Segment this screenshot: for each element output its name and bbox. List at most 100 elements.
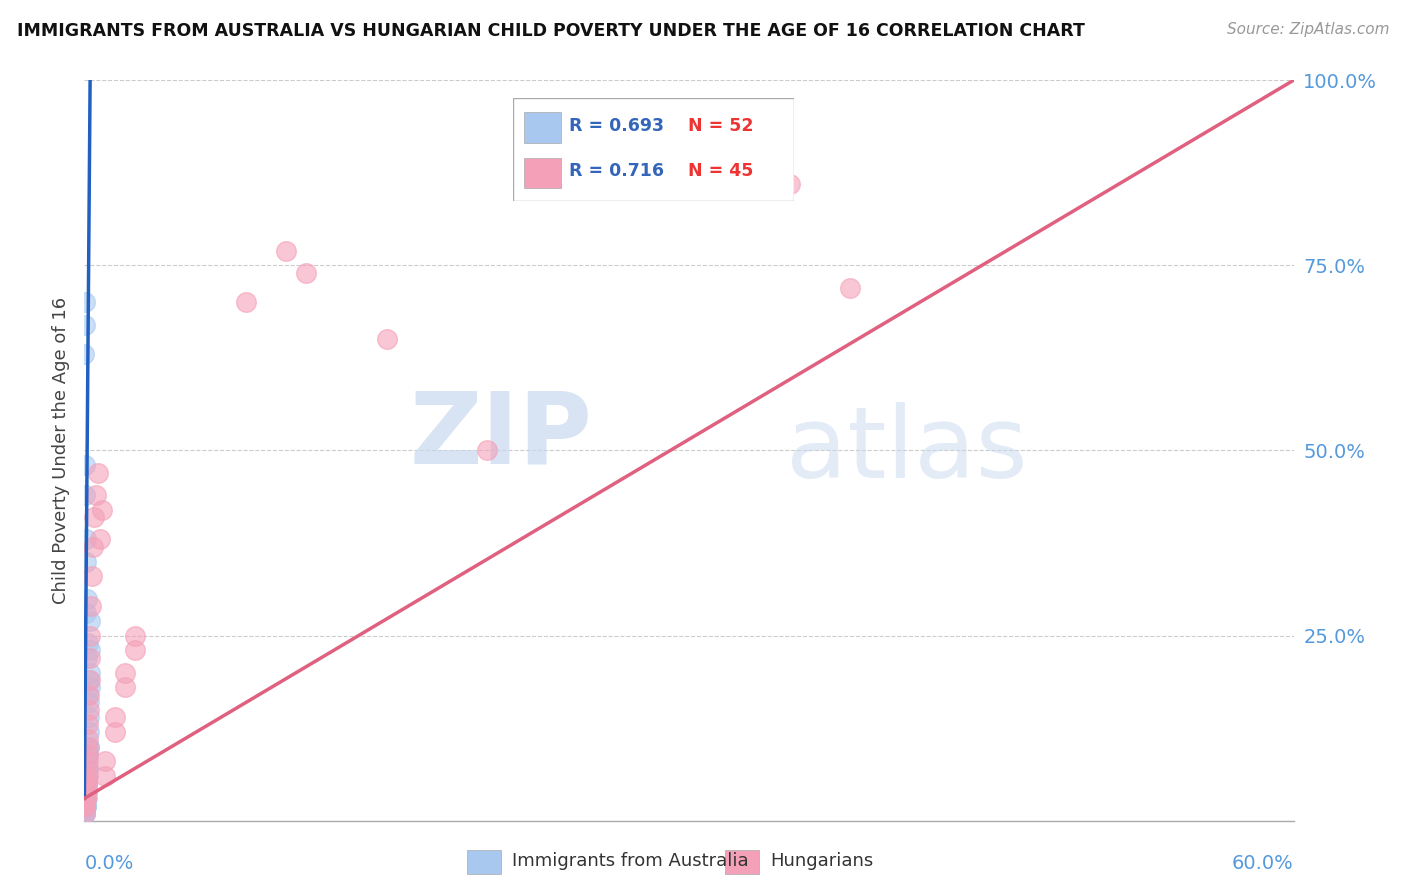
Point <box>93 769 115 783</box>
Point <box>75 798 97 813</box>
Point <box>77 724 100 739</box>
Point <box>75 791 97 805</box>
Point <box>86 488 108 502</box>
Point <box>77 755 100 769</box>
Point <box>114 665 136 680</box>
Point <box>77 688 100 702</box>
Point <box>75 791 97 805</box>
Point <box>75 798 97 813</box>
Point <box>76 769 98 783</box>
Point <box>75 791 97 805</box>
Text: 0.0%: 0.0% <box>84 854 134 873</box>
Point <box>73 798 96 813</box>
Point <box>75 776 97 791</box>
Point <box>75 791 97 805</box>
Text: ZIP: ZIP <box>409 387 592 484</box>
Text: Immigrants from Australia: Immigrants from Australia <box>512 852 748 870</box>
Point <box>79 695 101 709</box>
Point <box>75 784 97 798</box>
Point <box>77 739 100 754</box>
Point <box>77 762 100 776</box>
FancyBboxPatch shape <box>524 112 561 144</box>
Point <box>375 332 398 346</box>
Point <box>82 540 104 554</box>
Point <box>76 776 98 791</box>
Point <box>76 739 98 754</box>
Point <box>76 784 98 798</box>
Point <box>75 784 97 798</box>
Point <box>73 318 96 332</box>
Point <box>79 643 101 657</box>
FancyBboxPatch shape <box>725 849 759 874</box>
Text: N = 52: N = 52 <box>688 117 754 135</box>
Point <box>79 681 101 695</box>
Point <box>75 533 97 547</box>
Text: N = 45: N = 45 <box>688 162 752 180</box>
Point <box>76 769 98 783</box>
Point <box>839 280 862 294</box>
Point <box>79 614 101 628</box>
Point <box>75 791 97 805</box>
Point <box>87 466 110 480</box>
Point <box>76 769 98 783</box>
Text: atlas: atlas <box>786 402 1028 499</box>
Y-axis label: Child Poverty Under the Age of 16: Child Poverty Under the Age of 16 <box>52 297 70 604</box>
Point <box>75 806 97 821</box>
Point <box>79 650 101 665</box>
Text: Source: ZipAtlas.com: Source: ZipAtlas.com <box>1226 22 1389 37</box>
Point <box>75 798 97 813</box>
Text: R = 0.693: R = 0.693 <box>569 117 665 135</box>
Point <box>79 665 101 680</box>
Point <box>477 443 499 458</box>
Point <box>77 739 100 754</box>
Point <box>75 607 97 621</box>
Point <box>93 755 115 769</box>
Point <box>79 628 101 642</box>
Text: Hungarians: Hungarians <box>770 852 873 870</box>
Point <box>76 784 98 798</box>
Point <box>76 776 98 791</box>
Point <box>75 798 97 813</box>
Point <box>76 762 98 776</box>
Point <box>104 710 127 724</box>
Point <box>76 650 98 665</box>
Point <box>124 628 146 642</box>
Point <box>75 488 97 502</box>
Point <box>80 599 103 613</box>
Point <box>83 510 105 524</box>
Point <box>77 747 100 761</box>
Point <box>76 791 98 805</box>
Point <box>73 806 96 821</box>
Point <box>76 755 98 769</box>
Point <box>76 762 98 776</box>
Point <box>779 177 801 191</box>
Point <box>76 784 98 798</box>
Point <box>75 798 97 813</box>
Text: R = 0.716: R = 0.716 <box>569 162 665 180</box>
Point <box>104 724 127 739</box>
Point <box>124 643 146 657</box>
Point <box>76 747 98 761</box>
Point <box>73 806 96 821</box>
Point <box>75 798 97 813</box>
Point <box>77 710 100 724</box>
FancyBboxPatch shape <box>524 158 561 188</box>
Point <box>73 806 96 821</box>
Point <box>79 673 101 687</box>
Point <box>75 806 97 821</box>
Point <box>76 769 98 783</box>
Point <box>114 681 136 695</box>
Point <box>235 295 257 310</box>
Point <box>82 569 104 583</box>
Point <box>73 295 96 310</box>
Text: IMMIGRANTS FROM AUSTRALIA VS HUNGARIAN CHILD POVERTY UNDER THE AGE OF 16 CORRELA: IMMIGRANTS FROM AUSTRALIA VS HUNGARIAN C… <box>17 22 1085 40</box>
Point <box>77 703 100 717</box>
Point <box>76 636 98 650</box>
Point <box>77 732 100 747</box>
Point <box>77 688 100 702</box>
Point <box>75 791 97 805</box>
Text: 60.0%: 60.0% <box>1232 854 1294 873</box>
Point <box>91 502 114 516</box>
FancyBboxPatch shape <box>467 849 501 874</box>
Point <box>75 798 97 813</box>
